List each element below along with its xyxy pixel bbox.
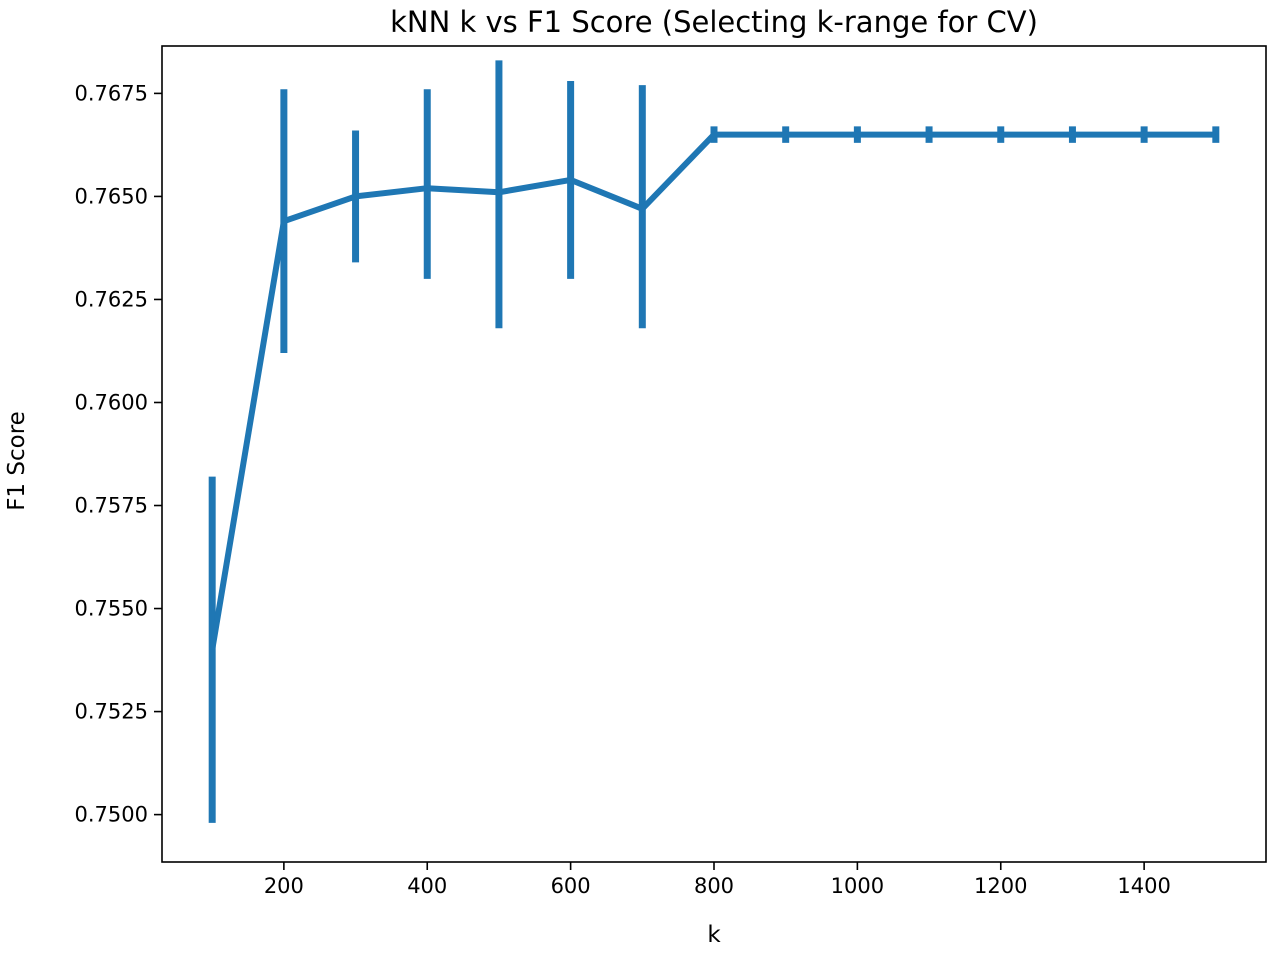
y-tick-label: 0.7600	[75, 390, 148, 414]
x-tick-label: 1400	[1117, 874, 1170, 898]
y-tick-label: 0.7575	[75, 494, 148, 518]
x-tick-label: 600	[551, 874, 591, 898]
x-tick-label: 200	[264, 874, 304, 898]
y-tick-label: 0.7525	[75, 700, 148, 724]
axes-frame	[161, 45, 1267, 863]
y-tick-label: 0.7550	[75, 597, 148, 621]
x-tick-label: 1200	[974, 874, 1027, 898]
y-tick-label: 0.7625	[75, 287, 148, 311]
chart-title: kNN k vs F1 Score (Selecting k-range for…	[390, 5, 1038, 39]
plot-area	[208, 60, 1220, 823]
series-line	[209, 131, 1216, 651]
x-axis-label: k	[707, 922, 721, 948]
y-axis-label: F1 Score	[4, 411, 30, 511]
y-tick-label: 0.7675	[75, 81, 148, 105]
x-tick-label: 800	[694, 874, 734, 898]
x-tick-label: 1000	[831, 874, 884, 898]
y-tick-label: 0.7500	[75, 803, 148, 827]
x-tick-label: 400	[407, 874, 447, 898]
y-tick-label: 0.7650	[75, 184, 148, 208]
